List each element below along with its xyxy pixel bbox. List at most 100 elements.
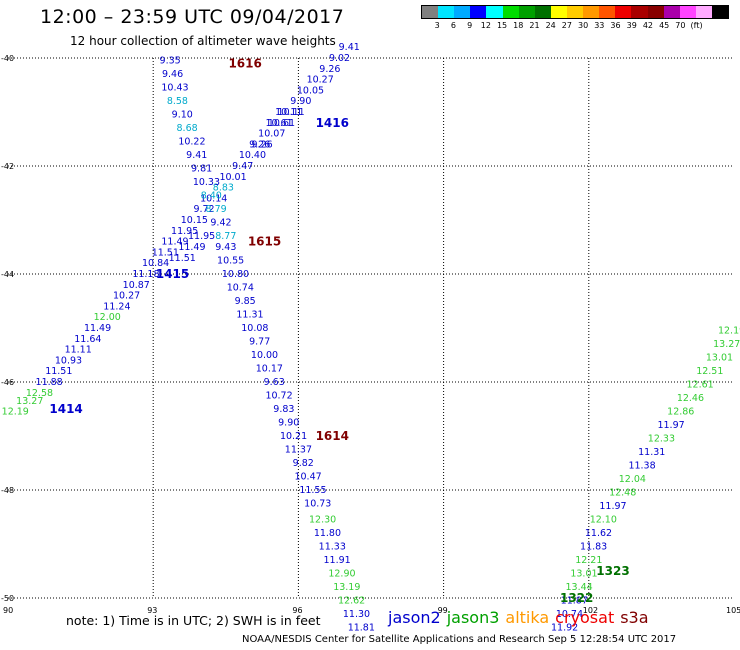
lat-tick-label: -46 bbox=[1, 378, 14, 387]
wave-height-value: 12.48 bbox=[609, 488, 636, 499]
legend-tick-label: 6 bbox=[450, 21, 456, 30]
wave-height-value: 10.11 bbox=[278, 107, 305, 118]
wave-height-value: 11.83 bbox=[580, 542, 607, 553]
wave-height-value: 10.43 bbox=[161, 83, 188, 94]
wave-height-value: 8.58 bbox=[167, 96, 188, 107]
color-scale-bar bbox=[421, 5, 729, 19]
wave-height-value: 10.55 bbox=[217, 256, 244, 267]
wave-height-value: 9.02 bbox=[329, 53, 350, 64]
legend-swatch bbox=[470, 6, 487, 18]
footer-credit: NOAA/NESDIS Center for Satellite Applica… bbox=[242, 634, 677, 645]
lat-tick-label: -42 bbox=[1, 162, 14, 171]
chart-title: 12:00 – 23:59 UTC 09/04/2017 bbox=[40, 6, 345, 28]
wave-height-value: 10.33 bbox=[193, 177, 220, 188]
wave-height-value: 9.82 bbox=[293, 458, 314, 469]
legend-swatch bbox=[599, 6, 616, 18]
wave-height-value: 11.18 bbox=[132, 269, 159, 280]
wave-height-value: 9.41 bbox=[339, 42, 360, 53]
legend-swatch bbox=[663, 6, 680, 18]
wave-height-value: 12.51 bbox=[696, 366, 723, 377]
legend-swatch bbox=[615, 6, 632, 18]
wave-height-value: 13.01 bbox=[570, 569, 597, 580]
wave-height-value: 11.49 bbox=[178, 242, 205, 253]
wave-height-value: 9.85 bbox=[235, 296, 256, 307]
wave-height-value: 10.47 bbox=[294, 472, 321, 483]
wave-height-value: 9.46 bbox=[162, 69, 183, 80]
satellite-tracks: 12.1913.2712.5811.8811.5110.9311.1111.64… bbox=[2, 42, 740, 634]
lon-tick-label: 96 bbox=[292, 606, 302, 615]
legend-swatch bbox=[631, 6, 648, 18]
wave-height-value: 13.01 bbox=[706, 353, 733, 364]
wave-height-value: 11.49 bbox=[161, 237, 188, 248]
wave-height-value: 10.74 bbox=[556, 609, 583, 620]
wave-height-value: 11.30 bbox=[343, 609, 370, 620]
wave-height-value: 9.41 bbox=[186, 150, 207, 161]
wave-height-value: 12.04 bbox=[619, 474, 646, 485]
satellite-legend-jason2: jason2 bbox=[388, 608, 441, 627]
wave-height-value: 9.35 bbox=[160, 56, 181, 67]
wave-height-value: 13.27 bbox=[16, 396, 43, 407]
legend-tick-label: 15 bbox=[496, 21, 508, 30]
wave-height-value: 8.83 bbox=[213, 183, 234, 194]
wave-height-value: 13.19 bbox=[333, 582, 360, 593]
wave-height-value: 11.55 bbox=[299, 485, 326, 496]
track-orbit-label: 1414 bbox=[49, 402, 82, 416]
wave-height-value: 8.68 bbox=[177, 123, 198, 134]
wave-height-value: 10.61 bbox=[265, 118, 292, 129]
lat-tick-label: -48 bbox=[1, 486, 14, 495]
wave-height-value: 11.51 bbox=[169, 253, 196, 264]
units-note: note: 1) Time is in UTC; 2) SWH is in fe… bbox=[66, 613, 321, 628]
wave-height-value: 10.27 bbox=[113, 291, 140, 302]
wave-height-value: 10.87 bbox=[123, 280, 150, 291]
lon-tick-label: 99 bbox=[438, 606, 448, 615]
wave-height-value: 9.26 bbox=[252, 139, 273, 150]
wave-height-value: 12.61 bbox=[687, 380, 714, 391]
legend-tick-label: 9 bbox=[467, 21, 473, 30]
map-grid bbox=[8, 57, 734, 599]
wave-height-value: 11.51 bbox=[152, 247, 179, 258]
wave-height-value: 12.58 bbox=[26, 388, 53, 399]
legend-tick-label: 24 bbox=[545, 21, 556, 30]
wave-height-value: 8.79 bbox=[206, 204, 227, 215]
legend-tick-label: 33 bbox=[594, 21, 605, 30]
legend-swatch bbox=[711, 6, 729, 18]
wave-height-value: 11.31 bbox=[236, 310, 263, 321]
wave-height-value: 10.08 bbox=[241, 323, 268, 334]
wave-height-value: 10.84 bbox=[142, 258, 169, 269]
wave-height-value: 9.90 bbox=[278, 418, 299, 429]
wave-height-value: 10.27 bbox=[307, 75, 334, 86]
wave-height-value: 11.62 bbox=[585, 528, 612, 539]
track-orbit-label: 1616 bbox=[228, 56, 261, 70]
wave-height-value: 10.01 bbox=[219, 172, 246, 183]
legend-tick-label: 18 bbox=[513, 21, 524, 30]
wave-height-value: 11.37 bbox=[285, 445, 312, 456]
legend-swatch bbox=[550, 6, 567, 18]
wave-height-value: 11.97 bbox=[599, 501, 626, 512]
wave-height-value: 9.47 bbox=[232, 161, 253, 172]
wave-height-value: 12.19 bbox=[718, 326, 740, 337]
wave-height-value: 12.21 bbox=[575, 555, 602, 566]
lon-tick-label: 105 bbox=[726, 606, 740, 615]
lat-tick-label: -44 bbox=[1, 270, 14, 279]
wave-height-value: 8.77 bbox=[215, 231, 236, 242]
wave-height-value: 11.51 bbox=[45, 366, 72, 377]
legend-swatch bbox=[679, 6, 696, 18]
wave-height-value: 10.40 bbox=[239, 150, 266, 161]
wave-height-value: 11.80 bbox=[314, 528, 341, 539]
legend-swatch bbox=[518, 6, 535, 18]
wave-height-value: 11.31 bbox=[638, 447, 665, 458]
legend-tick-label: 45 bbox=[659, 21, 670, 30]
track-orbit-label: 1615 bbox=[248, 235, 281, 249]
wave-height-value: 9.26 bbox=[249, 139, 270, 150]
wave-height-value: 9.42 bbox=[210, 218, 231, 229]
wave-height-value: 11.92 bbox=[551, 623, 578, 634]
wave-height-value: 11.97 bbox=[657, 420, 684, 431]
satellite-legend-altika: altika bbox=[505, 608, 550, 627]
satellite-legend-s3a: s3a bbox=[620, 608, 649, 627]
wave-height-value: 13.44 bbox=[566, 582, 593, 593]
wave-height-color-legend: 3 6 9 12 15 18 21 24 27 30 33 36 39 42 45 70 (ft) bbox=[421, 5, 729, 31]
wave-height-value: 11.64 bbox=[74, 334, 101, 345]
wave-height-value: 10.74 bbox=[227, 283, 254, 294]
wave-height-value: 10.15 bbox=[181, 215, 208, 226]
